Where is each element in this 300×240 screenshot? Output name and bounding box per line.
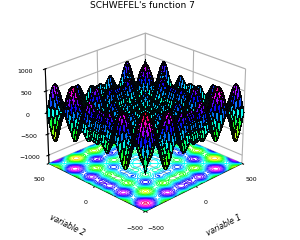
Y-axis label: variable 2: variable 2 (48, 213, 86, 238)
Title: SCHWEFEL's function 7: SCHWEFEL's function 7 (90, 1, 195, 10)
X-axis label: variable 1: variable 1 (205, 213, 243, 238)
